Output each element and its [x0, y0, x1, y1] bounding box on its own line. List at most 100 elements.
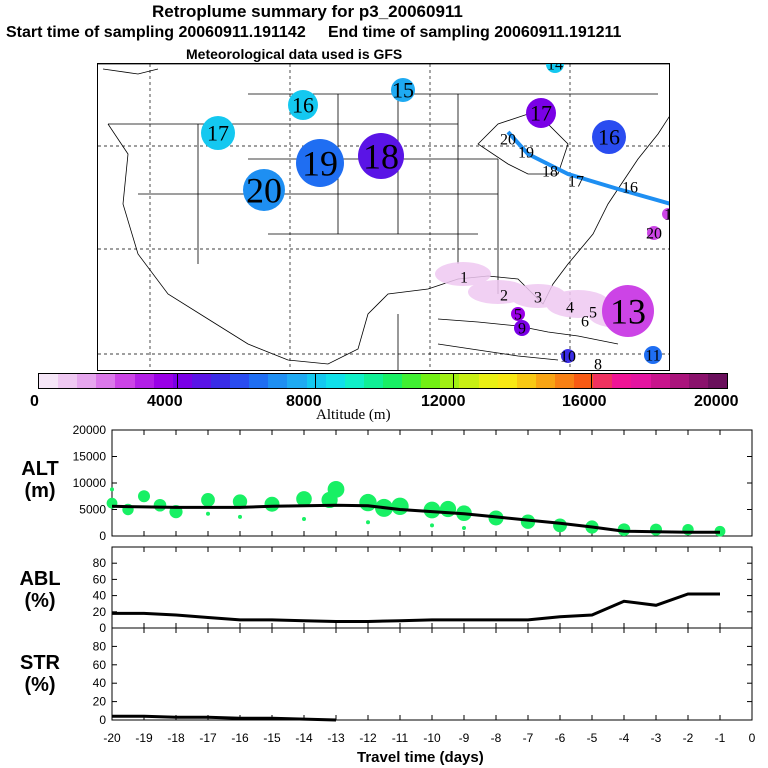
- x-tick-label: -8: [491, 731, 502, 745]
- colorbar-swatch: [574, 374, 594, 388]
- alt-point: [391, 497, 409, 516]
- colorbar-swatch: [516, 374, 536, 388]
- map-dot: [391, 78, 415, 102]
- x-tick-label: -2: [683, 731, 694, 745]
- x-tick-label: -18: [167, 731, 185, 745]
- alt-point: [327, 480, 345, 498]
- x-tick-label: -15: [263, 731, 281, 745]
- map-dot-label: 8: [594, 357, 602, 371]
- map-dot-label: 20: [500, 132, 516, 149]
- alt-point: [430, 523, 434, 528]
- colorbar-title: Altitude (m): [316, 407, 391, 423]
- x-tick-label: 0: [749, 731, 756, 745]
- map-dot-label: 13: [610, 292, 646, 332]
- alt-point: [232, 494, 248, 509]
- colorbar-swatch: [459, 374, 479, 388]
- colorbar-swatch: [134, 374, 154, 388]
- colorbar-tick-label: 16000: [562, 393, 607, 410]
- met-note: Meteorological data used is GFS: [186, 46, 403, 62]
- series-line: [111, 503, 720, 534]
- abl-panel-label: ABL (%): [12, 568, 68, 612]
- alt-point: [138, 490, 150, 503]
- map-dot-label: 11: [645, 348, 660, 365]
- alt-point: [366, 520, 370, 525]
- colorbar-tick-label: 4000: [147, 393, 183, 410]
- map-dot: [546, 64, 564, 73]
- colorbar-divider: [591, 374, 592, 388]
- y-tick-label: 40: [93, 676, 107, 690]
- colorbar-tick-label: 12000: [421, 393, 466, 410]
- x-tick-label: -20: [103, 731, 121, 745]
- x-tick-label: -4: [619, 731, 630, 745]
- panel-0: 0 5000 10000 15000 20000: [73, 423, 753, 543]
- colorbar-swatch: [230, 374, 250, 388]
- alt-point: [296, 491, 312, 507]
- map-dot-label: 16: [622, 180, 638, 197]
- str-panel-label: STR (%): [12, 652, 68, 696]
- colorbar-swatch: [631, 374, 651, 388]
- abl-panel-label-text: ABL (%): [19, 568, 61, 612]
- map-dot: [602, 285, 654, 337]
- x-axis-title: Travel time (days): [357, 749, 484, 766]
- y-tick-label: 0: [99, 713, 106, 727]
- colorbar-swatch: [153, 374, 173, 388]
- x-tick-label: -16: [231, 731, 249, 745]
- colorbar-tick-label: 8000: [286, 393, 322, 410]
- alt-point: [302, 517, 306, 522]
- colorbar-swatch: [325, 374, 345, 388]
- chart-title: Retroplume summary for p3_20060911: [152, 2, 463, 21]
- colorbar-divider: [315, 374, 316, 388]
- alt-point: [201, 493, 215, 507]
- y-tick-label: 60: [93, 658, 107, 672]
- map-dot-label: 18: [542, 164, 558, 181]
- y-tick-label: 0: [99, 621, 106, 635]
- map-dot-label: 17: [568, 174, 584, 191]
- alt-point: [153, 498, 167, 512]
- colorbar-swatch: [249, 374, 269, 388]
- colorbar-swatch: [688, 374, 708, 388]
- colorbar-swatch: [306, 374, 326, 388]
- alt-panel-label-text: ALT (m): [21, 458, 59, 502]
- colorbar-swatch: [115, 374, 135, 388]
- map-dot-label: 1: [664, 207, 670, 224]
- map-dot-label: 20: [646, 226, 662, 243]
- map-dot-label: 5: [514, 307, 522, 324]
- colorbar-swatch: [363, 374, 383, 388]
- alt-point: [264, 496, 280, 512]
- y-tick-label: 15000: [73, 450, 107, 464]
- trajectory-map: 1415161719182017162019181716120123456139…: [97, 63, 670, 371]
- map-dot-label: 19: [302, 144, 338, 184]
- map-dot-label: 16: [292, 93, 314, 118]
- map-dot-label: 17: [530, 101, 552, 126]
- colorbar-swatch: [497, 374, 517, 388]
- series-line: [112, 714, 337, 722]
- alt-point: [439, 500, 457, 518]
- map-dot-label: 20: [246, 171, 282, 211]
- colorbar-swatch: [554, 374, 575, 388]
- x-tick-label: -13: [327, 731, 345, 745]
- map-dot: [243, 169, 285, 211]
- map-svg: 1415161719182017162019181716120123456139…: [98, 64, 670, 371]
- map-dot-label: 16: [598, 125, 620, 150]
- series-line: [112, 592, 720, 623]
- colorbar-swatch: [287, 374, 307, 388]
- alt-point: [423, 501, 441, 519]
- colorbar-swatch: [535, 374, 555, 388]
- map-dot-label: 1: [460, 270, 468, 287]
- colorbar-tick-label: 0: [30, 393, 39, 410]
- map-dot-label: 6: [581, 314, 589, 331]
- colorbar-swatch: [58, 374, 78, 388]
- map-dot-label: 18: [363, 137, 399, 177]
- colorbar-tick-label: 20000: [694, 393, 739, 410]
- y-tick-label: 40: [93, 589, 107, 603]
- x-tick-label: -11: [392, 731, 409, 745]
- map-dot: [526, 98, 556, 128]
- map-dot-label: 15: [392, 78, 414, 103]
- colorbar-swatch: [612, 374, 632, 388]
- x-tick-label: -19: [135, 731, 153, 745]
- x-tick-label: -17: [199, 731, 217, 745]
- colorbar-swatch: [191, 374, 211, 388]
- map-dot-label: 4: [566, 300, 574, 317]
- map-dot: [647, 226, 661, 240]
